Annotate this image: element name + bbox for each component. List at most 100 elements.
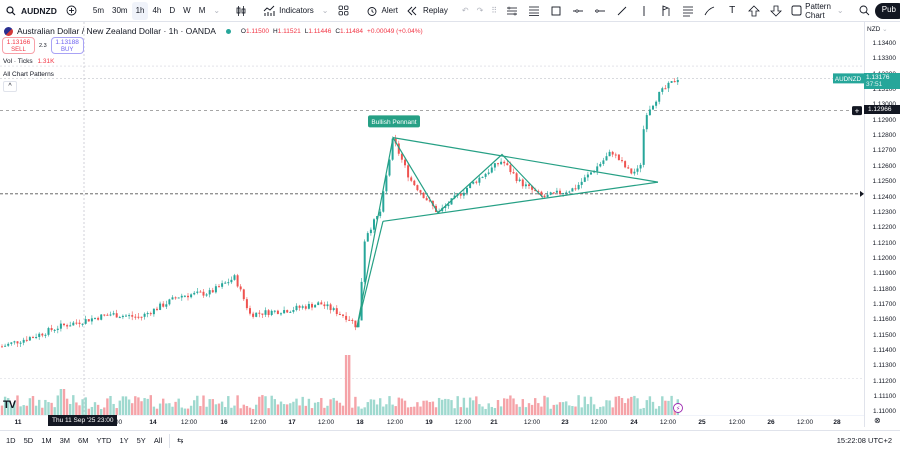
candle-body xyxy=(565,192,568,194)
range-1y[interactable]: 1Y xyxy=(119,436,129,445)
candle-body xyxy=(13,341,16,343)
alert-button[interactable]: Alert xyxy=(361,2,402,20)
chart-patterns-legend[interactable]: All Chart Patterns xyxy=(3,71,54,78)
indicators-dropdown[interactable]: ⌄ xyxy=(318,2,333,20)
volume-bar xyxy=(360,408,363,415)
interval-d[interactable]: D xyxy=(169,6,176,15)
publish-button[interactable]: Pub xyxy=(874,3,900,19)
interval-4h[interactable]: 4h xyxy=(152,6,162,15)
tool-text[interactable]: T xyxy=(721,2,743,20)
candle-body xyxy=(335,308,338,315)
tool-horizontal-line[interactable] xyxy=(589,2,611,20)
range-1m[interactable]: 1M xyxy=(41,436,52,445)
tool-rectangle[interactable] xyxy=(545,2,567,20)
tool-arrow-up[interactable] xyxy=(743,2,765,20)
drag-handle[interactable]: ⠿ xyxy=(487,2,501,20)
quick-search-button[interactable] xyxy=(854,2,876,20)
candle-body xyxy=(447,204,450,207)
pattern-chart-button[interactable]: Pattern Chart ⌄ xyxy=(787,2,848,20)
price-chart-canvas[interactable]: Bullish Pennant AUDNZD + ⚡ xyxy=(0,22,864,427)
axis-settings-button[interactable]: ⊗ xyxy=(874,416,881,425)
time-tick: 14 xyxy=(149,419,157,426)
candle-body xyxy=(81,323,84,325)
price-axis[interactable]: NZD ⌄ 1.134001.133001.132001.131001.1300… xyxy=(864,22,900,427)
range-all[interactable]: All xyxy=(153,436,163,445)
volume-legend[interactable]: Vol · Ticks 1.31K xyxy=(3,58,54,65)
currency-selector[interactable]: NZD ⌄ xyxy=(867,25,888,33)
tool-fib[interactable] xyxy=(677,2,699,20)
chevron-down-icon: ⌄ xyxy=(882,26,888,33)
clock-timezone[interactable]: 15:22:08 UTC+2 xyxy=(836,436,892,445)
volume-bar xyxy=(162,398,165,415)
tool-brush[interactable] xyxy=(699,2,721,20)
volume-bar xyxy=(276,404,280,415)
range-3m[interactable]: 3M xyxy=(59,436,71,445)
interval-m[interactable]: M xyxy=(198,6,206,15)
collapse-legend-button[interactable]: ^ xyxy=(3,81,17,92)
candle-body xyxy=(317,302,320,306)
tool-regression[interactable] xyxy=(523,2,545,20)
candle-body xyxy=(19,342,22,344)
redo-button[interactable]: ↷ xyxy=(473,2,488,20)
interval-dropdown[interactable]: ⌄ xyxy=(209,2,224,20)
volume-bar xyxy=(450,400,453,415)
symbol-search-button[interactable]: AUDNZD xyxy=(0,2,61,20)
redo-icon: ↷ xyxy=(476,6,484,15)
range-5d[interactable]: 5D xyxy=(23,436,34,445)
tool-horizontal-ray[interactable] xyxy=(567,2,589,20)
interval-1h[interactable]: 1h xyxy=(131,1,149,20)
templates-button[interactable] xyxy=(333,2,355,20)
volume-bar xyxy=(115,408,118,415)
volume-bar xyxy=(264,396,267,415)
volume-bar xyxy=(16,395,19,415)
volume-bar xyxy=(165,403,168,415)
candle-body xyxy=(28,337,31,341)
range-1d[interactable]: 1D xyxy=(6,436,16,445)
sell-button[interactable]: 1.13166 SELL xyxy=(2,37,35,54)
tool-trend-line[interactable] xyxy=(611,2,633,20)
volume-bar xyxy=(13,402,16,415)
volume-bar xyxy=(623,403,627,415)
candle-body xyxy=(583,177,586,182)
undo-button[interactable]: ↶ xyxy=(458,2,473,20)
range-6m[interactable]: 6M xyxy=(78,436,89,445)
chevron-down-icon: ⌄ xyxy=(836,6,844,15)
volume-bar xyxy=(351,407,354,415)
chart-pane[interactable]: Bullish Pennant AUDNZD + ⚡ xyxy=(0,22,864,427)
range-5y[interactable]: 5Y xyxy=(136,436,146,445)
candle-body xyxy=(47,328,50,335)
volume-bar xyxy=(375,404,379,415)
volume-bar xyxy=(38,399,41,415)
chevron-down-icon: ⌄ xyxy=(213,6,221,15)
indicators-button[interactable]: Indicators xyxy=(258,2,318,20)
interval-30m[interactable]: 30m xyxy=(112,6,128,15)
candle-body xyxy=(218,286,220,288)
candle-body xyxy=(655,101,658,106)
candle-body xyxy=(227,282,230,284)
tool-flag[interactable] xyxy=(655,2,677,20)
volume-bar xyxy=(456,396,459,415)
tradingview-logo[interactable]: TV xyxy=(3,399,16,411)
interval-5m[interactable]: 5m xyxy=(92,6,105,15)
candle-body xyxy=(177,297,180,299)
candle-body xyxy=(425,198,428,201)
volume-bar xyxy=(481,406,484,415)
replay-button[interactable]: Replay xyxy=(402,2,452,20)
tool-arrow-down[interactable] xyxy=(765,2,787,20)
candle-body xyxy=(38,333,41,337)
tool-parallel-channel[interactable] xyxy=(501,2,523,20)
candle-body xyxy=(22,339,25,343)
candle-body xyxy=(428,200,431,202)
tool-vertical-line[interactable] xyxy=(633,2,655,20)
volume-bar xyxy=(503,398,506,415)
chart-type-button[interactable] xyxy=(230,2,252,20)
go-to-date-button[interactable]: ⇆ xyxy=(173,436,187,445)
time-axis[interactable]: 11 12:00 14 12:00 16 12:00 17 12:00 18 12:00 19 12:… xyxy=(0,415,864,429)
buy-button[interactable]: 1.13188 BUY xyxy=(50,37,84,54)
volume-bar xyxy=(270,395,273,415)
candle-body xyxy=(267,310,270,315)
interval-w[interactable]: W xyxy=(183,6,191,15)
compare-symbol-button[interactable] xyxy=(61,2,83,20)
range-ytd[interactable]: YTD xyxy=(96,436,112,445)
candle-body xyxy=(118,317,121,319)
